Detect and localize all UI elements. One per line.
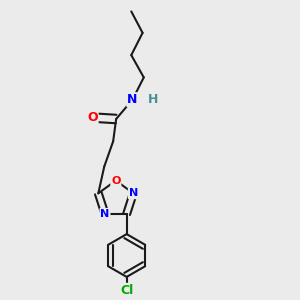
Text: H: H <box>148 93 158 106</box>
Text: N: N <box>127 93 138 106</box>
Text: O: O <box>87 111 98 124</box>
Text: N: N <box>100 209 109 219</box>
Text: O: O <box>111 176 121 186</box>
Text: N: N <box>129 188 138 198</box>
Text: Cl: Cl <box>120 284 133 297</box>
